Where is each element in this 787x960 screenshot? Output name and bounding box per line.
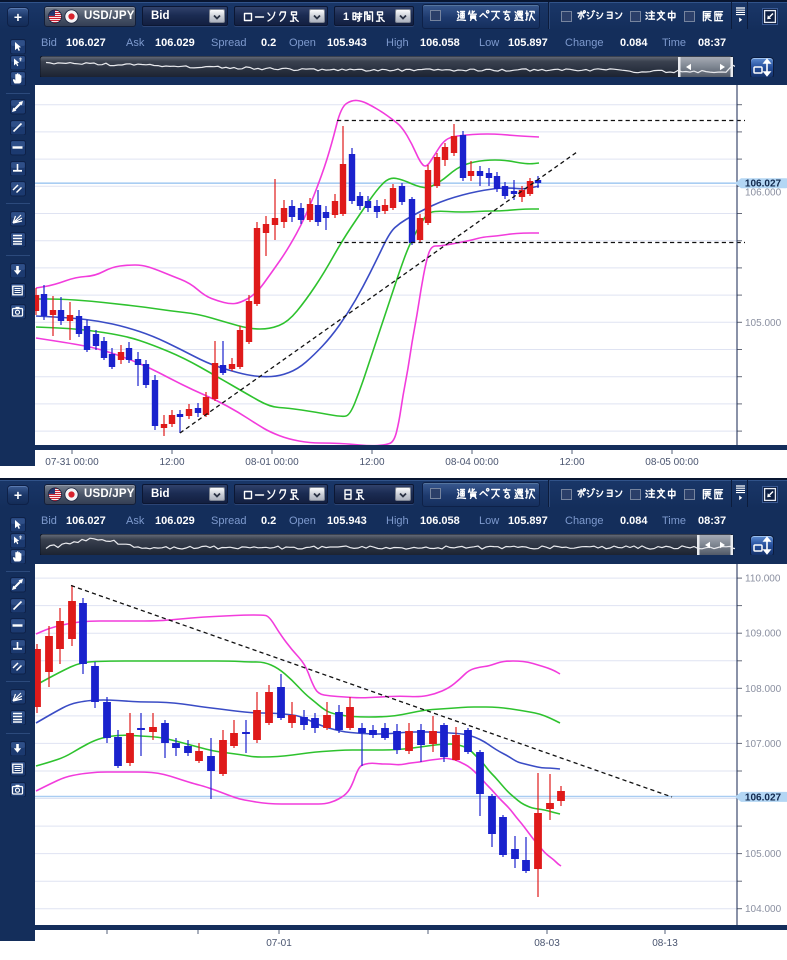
svg-text:07-31 00:00: 07-31 00:00 — [45, 457, 99, 468]
svg-text:106.027: 106.027 — [745, 792, 782, 803]
svg-text:107.000: 107.000 — [745, 739, 782, 750]
svg-text:08-01 00:00: 08-01 00:00 — [245, 457, 299, 468]
svg-text:105.000: 105.000 — [745, 318, 782, 329]
svg-text:105.000: 105.000 — [745, 849, 782, 860]
svg-text:08-05 00:00: 08-05 00:00 — [645, 457, 699, 468]
svg-text:12:00: 12:00 — [359, 457, 384, 468]
svg-text:104.000: 104.000 — [745, 904, 782, 915]
svg-text:07-01: 07-01 — [266, 938, 292, 949]
svg-text:110.000: 110.000 — [745, 574, 781, 585]
svg-text:12:00: 12:00 — [159, 457, 184, 468]
svg-text:106.000: 106.000 — [745, 188, 782, 199]
svg-text:12:00: 12:00 — [559, 457, 584, 468]
svg-text:08-13: 08-13 — [652, 938, 678, 949]
svg-text:106.027: 106.027 — [745, 179, 782, 190]
svg-text:109.000: 109.000 — [745, 629, 782, 640]
svg-text:08-04 00:00: 08-04 00:00 — [445, 457, 499, 468]
svg-text:108.000: 108.000 — [745, 684, 782, 695]
svg-text:08-03: 08-03 — [534, 938, 560, 949]
